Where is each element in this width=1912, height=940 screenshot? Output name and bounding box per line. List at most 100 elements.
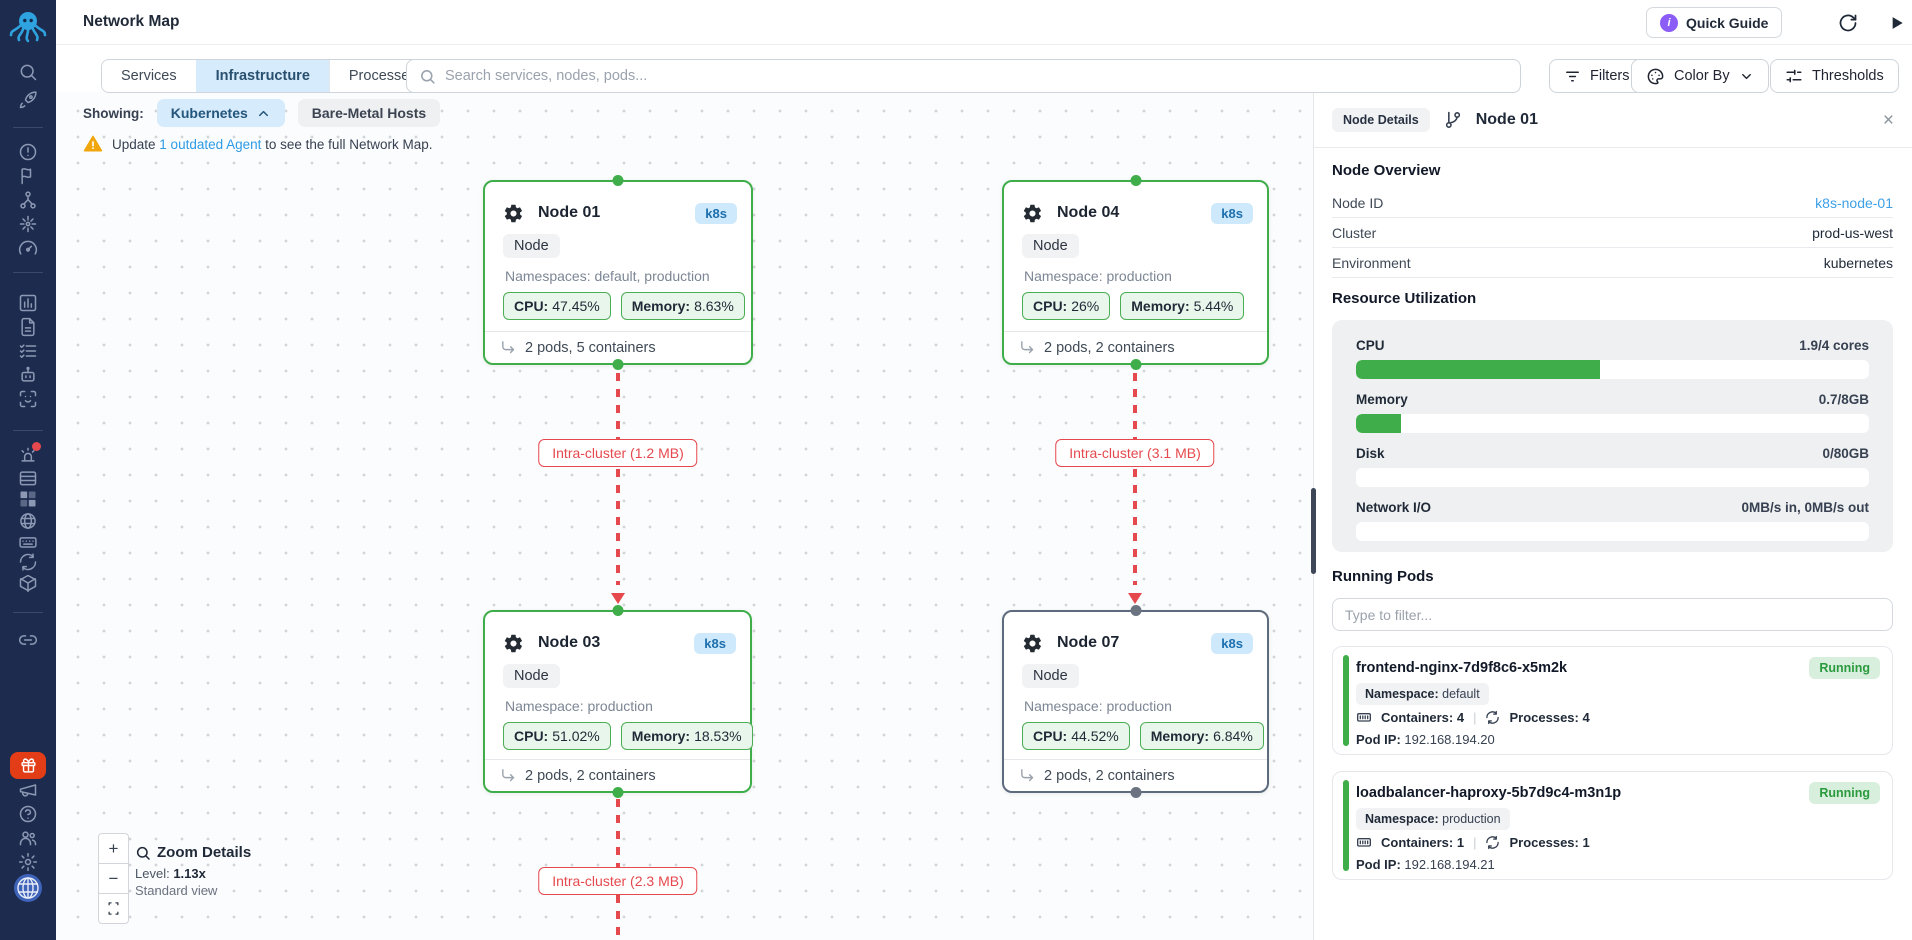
pod-ip-row: Pod IP: 192.168.194.21 [1356, 857, 1495, 872]
gear-icon[interactable] [18, 852, 38, 872]
siren-icon[interactable] [18, 442, 41, 465]
bare-metal-toggle[interactable]: Bare-Metal Hosts [297, 99, 441, 127]
help-circle-icon[interactable] [18, 804, 38, 824]
processes-icon [1486, 835, 1500, 849]
megaphone-icon[interactable] [18, 780, 38, 800]
refresh-icon[interactable] [1838, 13, 1858, 33]
zoom-in-button[interactable]: + [98, 833, 129, 864]
notification-dot [32, 442, 41, 451]
node-pods-summary: 2 pods, 2 containers [1004, 331, 1267, 363]
search-input[interactable] [445, 68, 1508, 84]
k8s-badge: k8s [694, 632, 736, 654]
node-type-chip: Node [503, 664, 560, 688]
checklist-icon[interactable] [18, 341, 38, 361]
link-icon[interactable] [18, 630, 38, 650]
k8s-badge: k8s [695, 202, 737, 224]
agent-warning: Update 1 outdated Agent to see the full … [83, 134, 432, 154]
rocket-icon[interactable] [18, 90, 38, 110]
pod-card-frontend-nginx[interactable]: frontend-nginx-7d9f8c6-x5m2k Running Nam… [1332, 646, 1893, 755]
gauge-icon[interactable] [18, 238, 38, 258]
node-card-node03[interactable]: Node 03 k8s Node Namespace: production C… [483, 605, 753, 798]
close-icon[interactable]: × [1882, 109, 1894, 131]
gift-button[interactable] [10, 752, 46, 779]
zoom-level: Level: 1.13x [135, 866, 206, 881]
zoom-details-title: Zoom Details [157, 844, 252, 861]
panel-tab-node-details[interactable]: Node Details [1332, 108, 1430, 132]
edge-arrowhead [1128, 593, 1142, 604]
flag-icon[interactable] [18, 166, 38, 186]
kubernetes-toggle[interactable]: Kubernetes [156, 99, 285, 127]
play-icon[interactable] [1886, 13, 1906, 33]
alert-circle-icon[interactable] [18, 142, 38, 162]
memory-row: Memory 0.7/8GB [1356, 392, 1869, 407]
connection-dot [1130, 175, 1141, 186]
connection-dot [612, 605, 623, 616]
color-by-button[interactable]: Color By [1631, 59, 1769, 93]
magnifier-icon [136, 846, 150, 860]
sphere-icon[interactable] [18, 511, 38, 531]
pod-namespace-chip: Namespace: production [1356, 808, 1510, 830]
zoom-out-button[interactable]: − [98, 863, 129, 894]
document-icon[interactable] [18, 317, 38, 337]
tab-infrastructure[interactable]: Infrastructure [195, 60, 329, 92]
node-title: Node 04 [1057, 204, 1120, 221]
bar-chart-icon[interactable] [18, 293, 38, 313]
node-title: Node 03 [538, 634, 601, 651]
grid-icon[interactable] [18, 489, 38, 509]
overview-row-node-id: Node ID k8s-node-01 [1332, 188, 1893, 218]
thresholds-button[interactable]: Thresholds [1770, 59, 1899, 93]
panel-resize-handle[interactable] [1311, 488, 1316, 574]
disk-bar [1356, 468, 1869, 487]
bot-icon[interactable] [18, 365, 38, 385]
toolbar: Services Infrastructure Processes Filter… [56, 46, 1912, 93]
edge-label[interactable]: Intra-cluster (2.3 MB) [538, 867, 698, 895]
table-icon[interactable] [18, 468, 38, 488]
bare-metal-label: Bare-Metal Hosts [311, 105, 427, 121]
quick-guide-button[interactable]: i Quick Guide [1646, 7, 1783, 38]
radar-icon[interactable] [18, 214, 38, 234]
info-icon: i [1660, 13, 1678, 32]
node-id-link[interactable]: k8s-node-01 [1815, 194, 1893, 211]
chevron-up-icon [258, 110, 268, 116]
keyboard-icon[interactable] [18, 532, 38, 552]
search-icon[interactable] [18, 62, 38, 82]
fit-view-button[interactable] [98, 893, 129, 924]
pod-namespace-chip: Namespace: default [1356, 683, 1489, 705]
pod-card-loadbalancer-haproxy[interactable]: loadbalancer-haproxy-5b7d9c4-m3n1p Runni… [1332, 771, 1893, 880]
sidebar-divider [13, 612, 43, 613]
sync-icon[interactable] [18, 552, 38, 572]
scan-face-icon[interactable] [18, 389, 38, 409]
octopus-logo-icon[interactable] [8, 6, 48, 46]
topology-icon[interactable] [18, 190, 38, 210]
branch-icon [1445, 111, 1460, 128]
pod-meta-row: Containers: 4 | Processes: 4 [1356, 709, 1590, 725]
pod-filter-input[interactable] [1332, 598, 1893, 631]
corner-down-right-icon [502, 769, 515, 782]
users-icon[interactable] [18, 828, 38, 848]
expand-icon [108, 902, 119, 915]
package-icon[interactable] [18, 573, 38, 593]
disk-row: Disk 0/80GB [1356, 446, 1869, 461]
tab-services[interactable]: Services [102, 60, 196, 92]
node-gear-icon [504, 204, 522, 222]
edge-label[interactable]: Intra-cluster (1.2 MB) [538, 439, 698, 467]
processes-icon [1486, 710, 1500, 724]
node-card-node07[interactable]: Node 07 k8s Node Namespace: production C… [1002, 605, 1269, 798]
node-type-chip: Node [1022, 664, 1079, 688]
quick-guide-label: Quick Guide [1686, 14, 1769, 31]
k8s-badge: k8s [1211, 632, 1253, 654]
outdated-agent-link[interactable]: 1 outdated Agent [159, 136, 262, 152]
node-overview-heading: Node Overview [1332, 162, 1441, 179]
node-namespaces: Namespace: production [505, 698, 653, 714]
cpu-row: CPU 1.9/4 cores [1356, 338, 1869, 353]
node-card-node04[interactable]: Node 04 k8s Node Namespace: production C… [1002, 175, 1269, 370]
cpu-badge: CPU: 51.02% [503, 722, 611, 750]
node-card-node01[interactable]: Node 01 k8s Node Namespaces: default, pr… [483, 175, 753, 370]
corner-down-right-icon [1021, 769, 1034, 782]
network-map-canvas[interactable]: Showing: Kubernetes Bare-Metal Hosts Upd… [56, 92, 1313, 940]
edge-label[interactable]: Intra-cluster (3.1 MB) [1055, 439, 1215, 467]
filters-button[interactable]: Filters [1549, 59, 1645, 93]
profile-globe-avatar[interactable] [14, 874, 42, 902]
filter-icon [1566, 70, 1579, 82]
